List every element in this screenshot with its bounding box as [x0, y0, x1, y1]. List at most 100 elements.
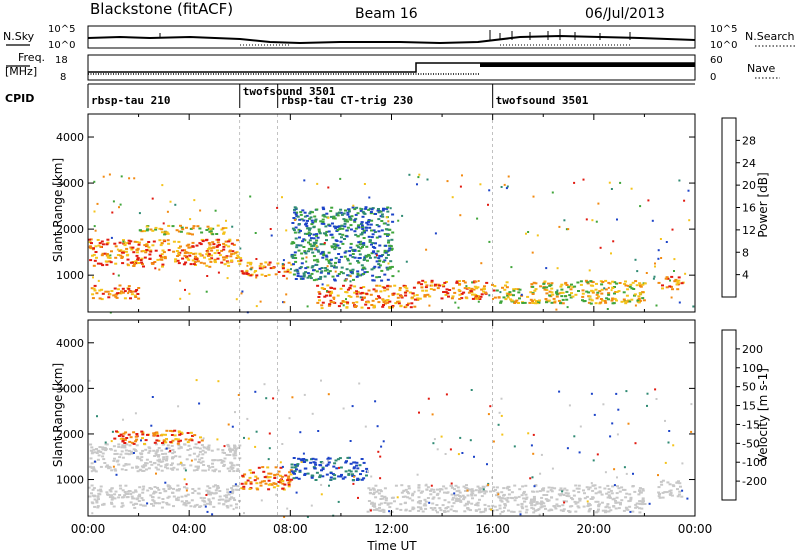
heatmap-cell: [660, 483, 664, 486]
heatmap-cell: [417, 484, 421, 487]
heatmap-cell: [317, 430, 320, 432]
heatmap-cell: [207, 468, 210, 471]
heatmap-cell: [263, 383, 266, 386]
heatmap-cell: [358, 464, 362, 467]
heatmap-cell: [570, 292, 573, 295]
heatmap-cell: [471, 293, 474, 296]
heatmap-cell: [678, 301, 681, 304]
heatmap-cell: [193, 446, 197, 449]
heatmap-cell: [156, 468, 160, 471]
heatmap-cell: [321, 256, 325, 259]
heatmap-cell: [165, 503, 169, 506]
heatmap-cell: [615, 496, 619, 499]
heatmap-cell: [637, 297, 641, 300]
heatmap-cell: [337, 211, 341, 214]
heatmap-cell: [195, 469, 199, 471]
heatmap-cell: [665, 286, 669, 289]
heatmap-cell: [388, 228, 392, 231]
heatmap-cell: [146, 433, 149, 436]
heatmap-cell: [189, 252, 193, 254]
heatmap-cell: [518, 510, 522, 513]
heatmap-cell: [396, 296, 400, 299]
heatmap-cell: [504, 284, 507, 287]
heatmap-cell: [522, 492, 526, 495]
heatmap-cell: [225, 260, 229, 263]
heatmap-cell: [135, 248, 139, 251]
heatmap-cell: [165, 231, 169, 234]
heatmap-cell: [389, 502, 393, 505]
heatmap-cell: [104, 441, 107, 444]
heatmap-cell: [451, 295, 455, 298]
heatmap-cell: [269, 472, 273, 475]
heatmap-cell: [581, 289, 585, 292]
heatmap-cell: [336, 229, 340, 231]
heatmap-cell: [145, 462, 149, 465]
heatmap-cell: [255, 305, 258, 308]
heatmap-cell: [189, 464, 193, 467]
heatmap-cell: [320, 304, 324, 307]
heatmap-cell: [300, 218, 304, 221]
heatmap-cell: [304, 267, 308, 270]
heatmap-cell: [210, 257, 214, 260]
heatmap-cell: [290, 466, 294, 469]
heatmap-cell: [145, 243, 149, 246]
heatmap-cell: [130, 441, 134, 444]
heatmap-cell: [109, 448, 113, 450]
heatmap-cell: [275, 493, 278, 496]
heatmap-cell: [598, 491, 602, 494]
heatmap-cell: [401, 214, 404, 217]
heatmap-cell: [282, 488, 286, 491]
heatmap-cell: [172, 466, 176, 469]
heatmap-cell: [153, 502, 157, 505]
heatmap-cell: [207, 448, 211, 451]
heatmap-cell: [641, 291, 644, 294]
heatmap-cell: [548, 290, 552, 293]
heatmap-cell: [555, 308, 558, 311]
heatmap-cell: [349, 470, 353, 473]
heatmap-cell: [187, 444, 191, 447]
heatmap-cell: [186, 449, 190, 451]
heatmap-cell: [111, 211, 114, 214]
heatmap-cell: [303, 232, 307, 235]
heatmap-cell: [240, 270, 244, 273]
heatmap-cell: [377, 230, 381, 233]
heatmap-cell: [561, 298, 565, 301]
heatmap-cell: [228, 250, 232, 253]
heatmap-cell: [524, 498, 528, 500]
heatmap-cell: [488, 189, 491, 192]
heatmap-cell: [365, 300, 368, 303]
heatmap-cell: [94, 229, 97, 232]
heatmap-cell: [384, 256, 388, 259]
heatmap-cell: [454, 500, 458, 503]
heatmap-cell: [488, 294, 491, 297]
heatmap-cell: [338, 466, 340, 469]
heatmap-cell: [540, 500, 544, 503]
heatmap-cell: [522, 490, 526, 493]
heatmap-cell: [676, 495, 680, 498]
heatmap-cell: [357, 224, 361, 227]
freq-label: Freq.: [18, 51, 45, 64]
heatmap-cell: [329, 299, 333, 302]
heatmap-cell: [293, 231, 297, 234]
heatmap-cell: [281, 267, 285, 270]
heatmap-cell: [623, 283, 627, 285]
heatmap-cell: [171, 491, 175, 494]
heatmap-cell: [555, 293, 559, 296]
heatmap-cell: [334, 246, 338, 249]
heatmap-cell: [493, 285, 497, 288]
heatmap-cell: [317, 250, 321, 253]
heatmap-cell: [120, 505, 124, 508]
heatmap-cell: [130, 248, 134, 251]
heatmap-cell: [307, 231, 311, 234]
heatmap-cell: [136, 247, 140, 250]
heatmap-cell: [169, 467, 173, 470]
heatmap-cell: [470, 389, 473, 391]
heatmap-cell: [97, 244, 101, 247]
heatmap-cell: [112, 445, 116, 448]
heatmap-cell: [216, 224, 220, 227]
heatmap-cell: [333, 264, 336, 267]
heatmap-cell: [661, 496, 665, 499]
heatmap-cell: [406, 496, 410, 499]
heatmap-cell: [290, 478, 294, 481]
y-tick-label: 1000: [56, 474, 84, 487]
